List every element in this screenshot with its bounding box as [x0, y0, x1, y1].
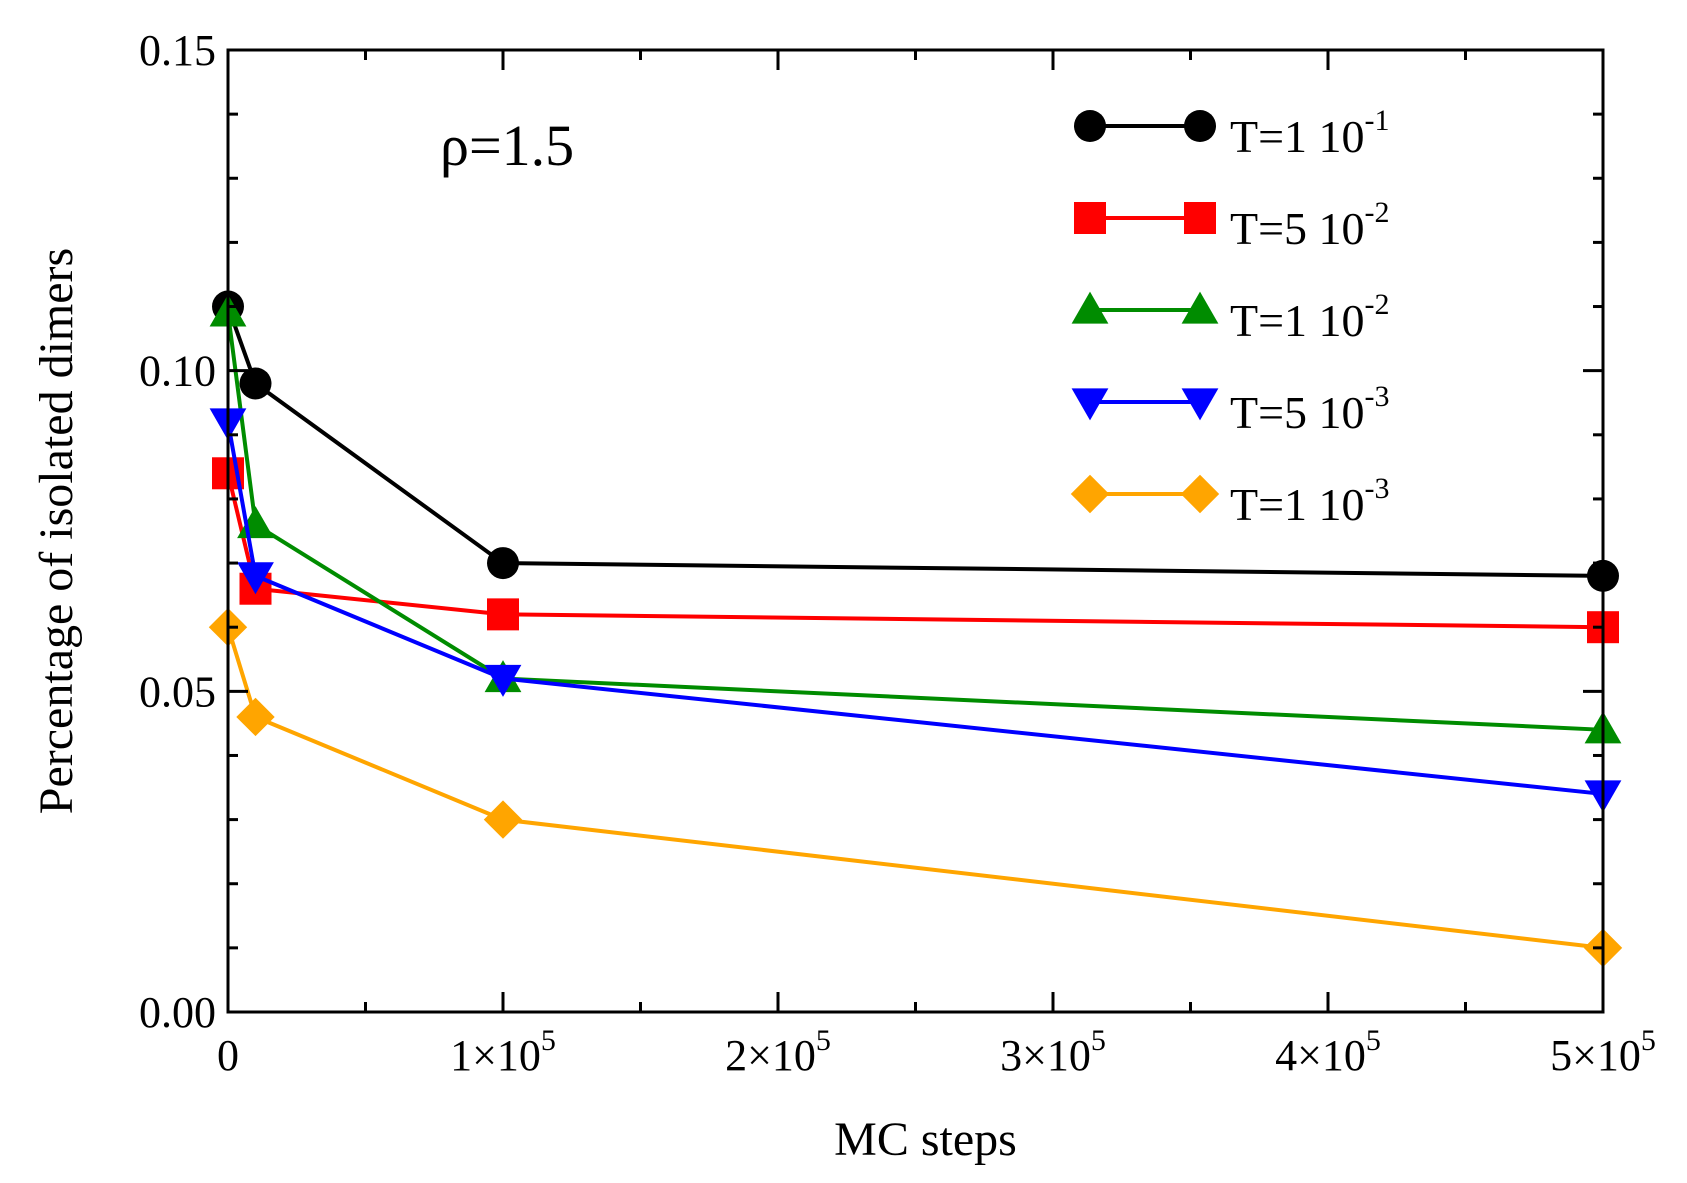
y-tick-label: 0.05 [139, 667, 216, 716]
x-tick-label: 2×105 [725, 1024, 831, 1080]
legend-item-4: T=5 10-3 [1071, 380, 1390, 438]
ticks-layer: 0.00 0.05 0.10 0.15 0 1×105 2×105 3×105 4×105 5×1… [139, 26, 1656, 1080]
legend-label: T=5 10-3 [1230, 380, 1390, 438]
data-point [1184, 202, 1216, 234]
y-tick-label: 0.15 [139, 26, 216, 75]
series-line [226, 472, 1604, 630]
x-tick-label: 4×105 [1275, 1024, 1381, 1080]
x-tick-label: 5×105 [1550, 1024, 1656, 1080]
series-3 [209, 294, 1622, 744]
x-tick-label: 1×105 [450, 1024, 556, 1080]
legend-label: T=1 10-1 [1230, 104, 1390, 162]
data-point [487, 598, 519, 631]
x-tick-label: 3×105 [1000, 1024, 1106, 1080]
legend-item-1: T=1 10-1 [1074, 104, 1390, 162]
legend-label: T=1 10-3 [1230, 472, 1390, 530]
data-point [1181, 291, 1219, 324]
data-point [1071, 388, 1109, 421]
legend-item-2: T=5 10-2 [1074, 196, 1390, 254]
series-1 [212, 290, 1619, 592]
series-line [226, 421, 1604, 796]
legend-item-3: T=1 10-2 [1071, 288, 1390, 346]
y-tick-label: 0.10 [139, 347, 216, 396]
data-point [239, 367, 272, 400]
legend-label: T=5 10-2 [1230, 196, 1390, 254]
data-point [1070, 474, 1110, 514]
series-line [226, 305, 1604, 578]
data-point [1074, 110, 1106, 142]
series-line [226, 626, 1604, 950]
legend-label: T=1 10-2 [1230, 288, 1390, 346]
series-4 [209, 408, 1622, 813]
legend: T=1 10-1 T=5 10-2 T=1 10-2 T=5 10-3 T=1 10-3 [1070, 104, 1390, 530]
data-point [1071, 291, 1109, 324]
rho-annotation: ρ=1.5 [440, 113, 574, 178]
data-point [487, 547, 519, 580]
series-layer [208, 290, 1623, 968]
data-point [236, 697, 275, 737]
data-point [484, 664, 522, 697]
data-point [1180, 474, 1220, 514]
x-axis-title: MC steps [834, 1113, 1017, 1166]
legend-item-5: T=1 10-3 [1070, 472, 1390, 530]
data-point [1184, 110, 1216, 142]
series-2 [212, 457, 1619, 644]
x-tick-label: 0 [217, 1031, 239, 1080]
data-point [237, 562, 274, 595]
series-5 [208, 608, 1623, 968]
data-point [483, 800, 523, 839]
data-point [1074, 202, 1106, 234]
y-axis-title: Percentage of isolated dimers [30, 248, 83, 814]
data-point [1181, 388, 1219, 421]
series-line [226, 312, 1604, 732]
y-tick-label: 0.00 [139, 988, 216, 1037]
